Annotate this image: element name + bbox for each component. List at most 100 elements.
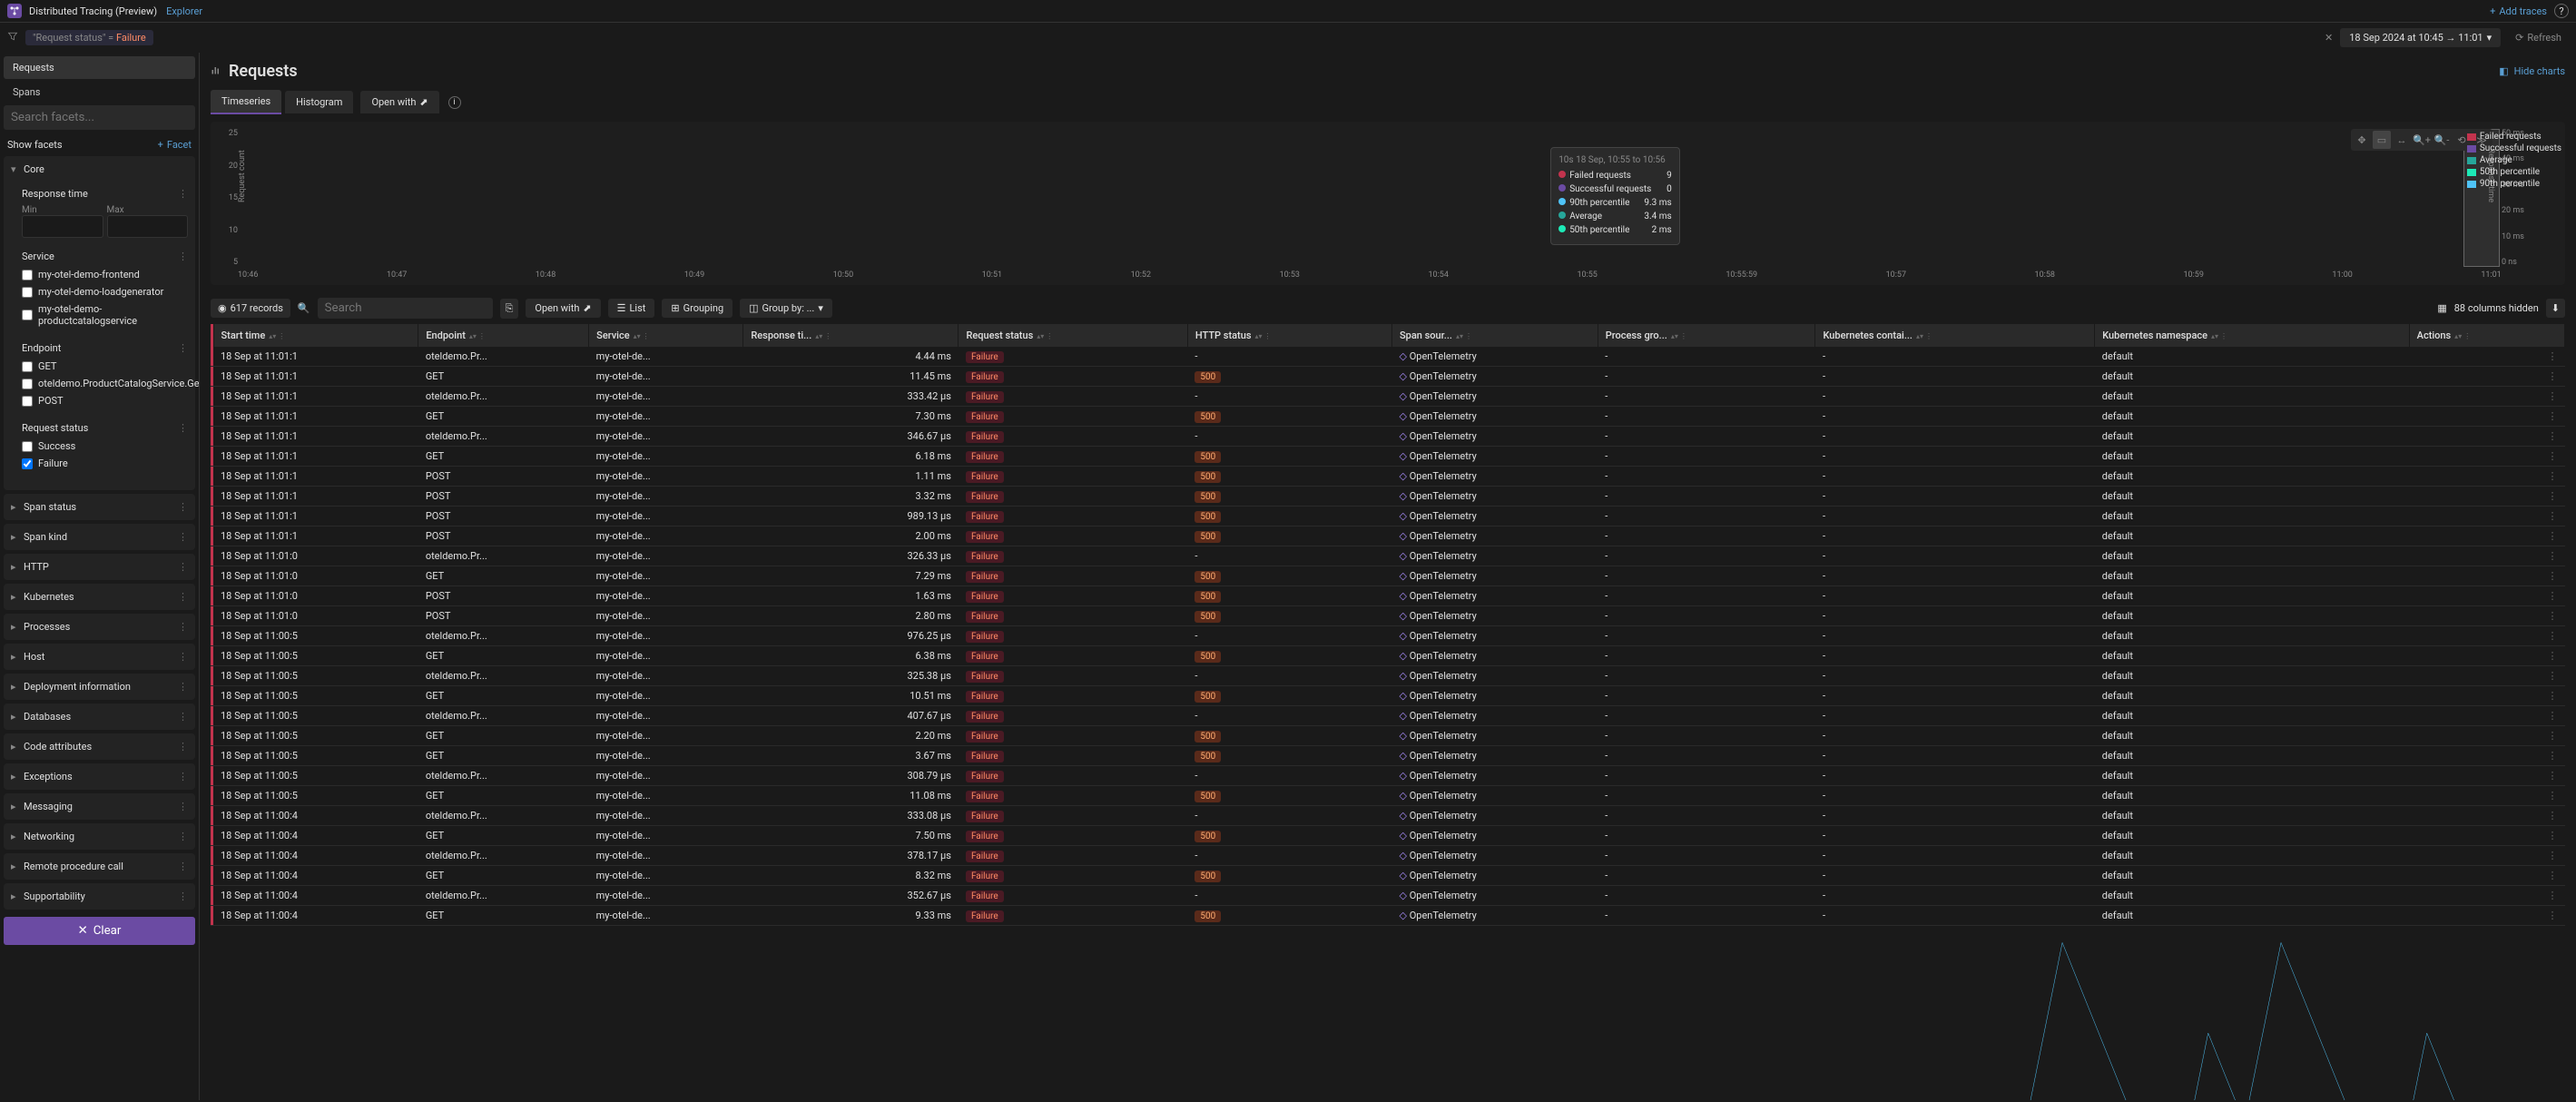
facet-header[interactable]: Exceptions ⋮ <box>4 765 195 788</box>
endpoint-item[interactable]: POST <box>22 392 188 409</box>
sidebar-tab-requests[interactable]: Requests <box>4 56 195 79</box>
table-row[interactable]: 18 Sep at 11:01:1oteldemo.Pr...my-otel-d… <box>211 387 2565 407</box>
facet-header[interactable]: Kubernetes ⋮ <box>4 585 195 608</box>
clear-filter-icon[interactable]: ✕ <box>2325 32 2333 44</box>
more-icon[interactable]: ⋮ <box>178 188 188 200</box>
download-icon[interactable]: ⬇ <box>2546 299 2565 318</box>
row-actions[interactable]: ⋮ <box>2409 526 2564 546</box>
column-header[interactable]: Endpoint ▴▾ ⋮ <box>418 324 589 347</box>
more-icon[interactable]: ⋮ <box>178 422 188 434</box>
clear-button[interactable]: ✕ Clear <box>4 917 195 945</box>
row-actions[interactable]: ⋮ <box>2409 507 2564 526</box>
add-traces-button[interactable]: + Add traces <box>2490 5 2547 17</box>
facet-endpoint[interactable]: Endpoint ⋮ <box>22 339 188 358</box>
column-header[interactable]: Response ti... ▴▾ ⋮ <box>743 324 959 347</box>
explorer-link[interactable]: Explorer <box>166 5 202 17</box>
facet-header[interactable]: Host ⋮ <box>4 645 195 668</box>
column-header[interactable]: Kubernetes contai... ▴▾ ⋮ <box>1815 324 2095 347</box>
column-header[interactable]: Start time ▴▾ ⋮ <box>213 324 418 347</box>
facet-header[interactable]: Supportability ⋮ <box>4 885 195 908</box>
request-status-item[interactable]: Failure <box>22 455 188 472</box>
facet-header[interactable]: Processes ⋮ <box>4 615 195 638</box>
table-row[interactable]: 18 Sep at 11:01:1POSTmy-otel-de...3.32 m… <box>211 487 2565 507</box>
table-row[interactable]: 18 Sep at 11:01:1POSTmy-otel-de...2.00 m… <box>211 526 2565 546</box>
table-row[interactable]: 18 Sep at 11:01:1POSTmy-otel-de...1.11 m… <box>211 467 2565 487</box>
facet-header[interactable]: Networking ⋮ <box>4 825 195 848</box>
table-row[interactable]: 18 Sep at 11:01:1GETmy-otel-de...11.45 m… <box>211 367 2565 387</box>
table-search-input[interactable] <box>318 298 493 319</box>
min-input[interactable] <box>22 215 103 238</box>
row-actions[interactable]: ⋮ <box>2409 706 2564 726</box>
row-actions[interactable]: ⋮ <box>2409 347 2564 367</box>
row-actions[interactable]: ⋮ <box>2409 387 2564 407</box>
table-row[interactable]: 18 Sep at 11:00:5GETmy-otel-de...2.20 ms… <box>211 726 2565 746</box>
table-row[interactable]: 18 Sep at 11:00:4GETmy-otel-de...8.32 ms… <box>211 866 2565 886</box>
more-icon[interactable]: ⋮ <box>178 890 188 902</box>
facet-header[interactable]: HTTP ⋮ <box>4 556 195 578</box>
row-actions[interactable]: ⋮ <box>2409 666 2564 686</box>
table-row[interactable]: 18 Sep at 11:01:1POSTmy-otel-de...989.13… <box>211 507 2565 526</box>
facet-header[interactable]: Remote procedure call ⋮ <box>4 855 195 878</box>
refresh-button[interactable]: ⟳ Refresh <box>2508 28 2569 47</box>
column-header[interactable]: Request status ▴▾ ⋮ <box>959 324 1187 347</box>
row-actions[interactable]: ⋮ <box>2409 846 2564 866</box>
row-actions[interactable]: ⋮ <box>2409 806 2564 826</box>
facet-header[interactable]: Span kind ⋮ <box>4 526 195 548</box>
more-icon[interactable]: ⋮ <box>178 621 188 633</box>
sidebar-tab-spans[interactable]: Spans <box>4 83 195 102</box>
more-icon[interactable]: ⋮ <box>178 561 188 573</box>
more-icon[interactable]: ⋮ <box>178 251 188 262</box>
column-header[interactable]: Service ▴▾ ⋮ <box>589 324 743 347</box>
hide-charts-button[interactable]: Hide charts <box>2514 65 2565 77</box>
row-actions[interactable]: ⋮ <box>2409 646 2564 666</box>
column-header[interactable]: HTTP status ▴▾ ⋮ <box>1187 324 1391 347</box>
row-actions[interactable]: ⋮ <box>2409 367 2564 387</box>
row-actions[interactable]: ⋮ <box>2409 686 2564 706</box>
help-icon[interactable]: ? <box>2554 4 2569 18</box>
chart-zoom-in-icon[interactable]: 🔍+ <box>2413 131 2431 149</box>
table-row[interactable]: 18 Sep at 11:01:0oteldemo.Pr...my-otel-d… <box>211 546 2565 566</box>
add-facet-button[interactable]: + Facet <box>158 139 192 151</box>
row-actions[interactable]: ⋮ <box>2409 566 2564 586</box>
facet-header[interactable]: Span status ⋮ <box>4 496 195 518</box>
facet-header[interactable]: Code attributes ⋮ <box>4 735 195 758</box>
tab-open-with[interactable]: Open with ⬈ <box>360 91 438 113</box>
more-icon[interactable]: ⋮ <box>178 681 188 693</box>
table-row[interactable]: 18 Sep at 11:00:4GETmy-otel-de...9.33 ms… <box>211 906 2565 926</box>
table-row[interactable]: 18 Sep at 11:00:5oteldemo.Pr...my-otel-d… <box>211 666 2565 686</box>
more-icon[interactable]: ⋮ <box>178 861 188 872</box>
table-row[interactable]: 18 Sep at 11:00:4oteldemo.Pr...my-otel-d… <box>211 806 2565 826</box>
row-actions[interactable]: ⋮ <box>2409 626 2564 646</box>
column-header[interactable]: Span sour... ▴▾ ⋮ <box>1392 324 1598 347</box>
facet-header[interactable]: Core <box>4 158 195 181</box>
copy-icon[interactable]: ⎘ <box>500 299 519 319</box>
facet-header[interactable]: Deployment information ⋮ <box>4 675 195 698</box>
facet-response-time[interactable]: Response time ⋮ <box>22 184 188 203</box>
more-icon[interactable]: ⋮ <box>178 531 188 543</box>
more-icon[interactable]: ⋮ <box>178 501 188 513</box>
column-header[interactable]: Actions ▴▾ ⋮ <box>2409 324 2564 347</box>
table-row[interactable]: 18 Sep at 11:00:4GETmy-otel-de...7.50 ms… <box>211 826 2565 846</box>
more-icon[interactable]: ⋮ <box>178 741 188 753</box>
group-by-button[interactable]: ◫ Group by: ... ▾ <box>740 299 832 318</box>
chart[interactable]: 252015105 50 ms40 ms30 ms20 ms10 ms0 ns <box>211 122 2565 285</box>
row-actions[interactable]: ⋮ <box>2409 826 2564 846</box>
more-icon[interactable]: ⋮ <box>178 801 188 812</box>
service-item[interactable]: my-otel-demo-productcatalogservice <box>22 300 188 330</box>
columns-hidden-button[interactable]: 88 columns hidden <box>2454 302 2539 314</box>
row-actions[interactable]: ⋮ <box>2409 546 2564 566</box>
max-input[interactable] <box>107 215 189 238</box>
more-icon[interactable]: ⋮ <box>178 831 188 842</box>
filter-icon[interactable] <box>7 31 18 44</box>
endpoint-item[interactable]: GET <box>22 358 188 375</box>
chart-move-icon[interactable]: ✥ <box>2353 131 2371 149</box>
table-row[interactable]: 18 Sep at 11:01:0POSTmy-otel-de...2.80 m… <box>211 606 2565 626</box>
service-item[interactable]: my-otel-demo-frontend <box>22 266 188 283</box>
more-icon[interactable]: ⋮ <box>178 771 188 782</box>
more-icon[interactable]: ⋮ <box>178 651 188 663</box>
open-with-button[interactable]: Open with ⬈ <box>526 299 600 318</box>
row-actions[interactable]: ⋮ <box>2409 726 2564 746</box>
chart-select-icon[interactable]: ▭ <box>2373 131 2391 149</box>
table-row[interactable]: 18 Sep at 11:01:1GETmy-otel-de...7.30 ms… <box>211 407 2565 427</box>
row-actions[interactable]: ⋮ <box>2409 906 2564 926</box>
